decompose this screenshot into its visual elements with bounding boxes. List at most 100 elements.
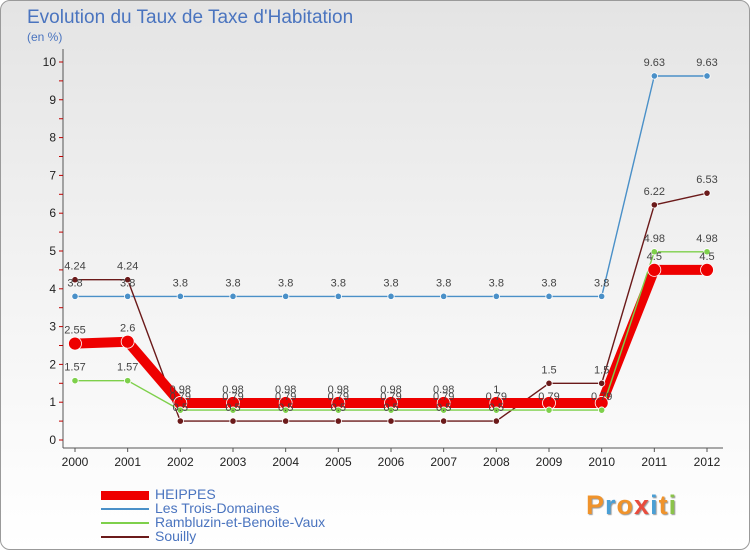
chart-series-lines bbox=[70, 75, 712, 422]
data-point-souilly bbox=[334, 417, 342, 425]
data-label-souilly: 0.5 bbox=[436, 402, 451, 414]
y-tick-label: 10 bbox=[43, 55, 57, 69]
y-tick-label: 2 bbox=[49, 357, 56, 371]
data-point-heippes bbox=[700, 262, 714, 277]
data-point-souilly bbox=[387, 417, 395, 425]
data-point-les-trois-domaines bbox=[703, 72, 711, 80]
data-label-les-trois-domaines: 3.8 bbox=[120, 277, 135, 289]
data-point-rambluzin-et-benoite-vaux bbox=[176, 406, 184, 414]
data-label-heippes: 2.55 bbox=[64, 325, 85, 337]
data-point-heippes bbox=[120, 334, 135, 349]
x-tick-label: 2005 bbox=[325, 455, 352, 469]
data-label-rambluzin-et-benoite-vaux: 0.79 bbox=[591, 391, 612, 403]
data-point-souilly bbox=[71, 276, 79, 284]
data-label-rambluzin-et-benoite-vaux: 4.98 bbox=[644, 233, 665, 245]
data-point-heippes bbox=[68, 336, 82, 351]
data-label-heippes: 0.98 bbox=[380, 384, 401, 396]
legend-label-les-trois-domaines: Les Trois-Domaines bbox=[155, 500, 280, 516]
data-point-les-trois-domaines bbox=[334, 292, 342, 300]
logo-letter: r bbox=[605, 490, 617, 520]
logo-letter: P bbox=[586, 490, 606, 520]
data-point-rambluzin-et-benoite-vaux bbox=[492, 406, 500, 414]
data-point-les-trois-domaines bbox=[545, 292, 553, 300]
data-label-les-trois-domaines: 3.8 bbox=[331, 277, 346, 289]
data-point-les-trois-domaines bbox=[124, 292, 132, 300]
chart-data-points bbox=[68, 72, 714, 425]
series-line-les-trois-domaines bbox=[74, 75, 708, 298]
data-label-souilly: 4.24 bbox=[64, 261, 85, 273]
data-point-souilly bbox=[176, 417, 184, 425]
data-label-les-trois-domaines: 3.8 bbox=[436, 277, 451, 289]
data-label-les-trois-domaines: 3.8 bbox=[594, 277, 609, 289]
data-point-rambluzin-et-benoite-vaux bbox=[124, 377, 132, 385]
data-point-rambluzin-et-benoite-vaux bbox=[387, 406, 395, 414]
data-label-heippes: 4.5 bbox=[647, 251, 662, 263]
chart-data-labels: 3.8 3.8 3.8 3.8 3.8 3.8 3.8 3.8 3.8 3.8 3.8 9.63 9.6… bbox=[64, 57, 717, 414]
logo-letter: x bbox=[634, 490, 651, 520]
data-point-souilly bbox=[229, 417, 237, 425]
data-point-rambluzin-et-benoite-vaux bbox=[703, 248, 711, 256]
data-label-rambluzin-et-benoite-vaux: 0.79 bbox=[538, 391, 559, 403]
x-tick-label: 2007 bbox=[430, 455, 457, 469]
data-label-souilly: 6.53 bbox=[696, 174, 717, 186]
data-label-les-trois-domaines: 3.8 bbox=[173, 277, 188, 289]
logo-letter: i bbox=[668, 490, 678, 520]
data-point-rambluzin-et-benoite-vaux bbox=[334, 406, 342, 414]
data-point-les-trois-domaines bbox=[176, 292, 184, 300]
data-label-rambluzin-et-benoite-vaux: 0.79 bbox=[275, 391, 296, 403]
data-label-souilly: 0.5 bbox=[331, 402, 346, 414]
chart-title: Evolution du Taux de Taxe d'Habitation bbox=[27, 7, 354, 28]
data-label-souilly: 6.22 bbox=[644, 186, 665, 198]
data-label-souilly: 1.5 bbox=[594, 364, 609, 376]
data-label-rambluzin-et-benoite-vaux: 1.57 bbox=[117, 362, 138, 374]
data-label-les-trois-domaines: 3.8 bbox=[383, 277, 398, 289]
legend-label-heippes: HEIPPES bbox=[155, 486, 216, 502]
data-label-souilly: 4.24 bbox=[117, 261, 138, 273]
data-point-les-trois-domaines bbox=[282, 292, 290, 300]
legend-swatch-heippes bbox=[101, 491, 149, 500]
x-tick-label: 2006 bbox=[378, 455, 405, 469]
data-point-rambluzin-et-benoite-vaux bbox=[440, 406, 448, 414]
x-tick-label: 2002 bbox=[167, 455, 194, 469]
legend-swatch-les-trois-domaines bbox=[101, 508, 149, 510]
data-label-heippes: 1 bbox=[493, 384, 499, 396]
data-point-rambluzin-et-benoite-vaux bbox=[545, 406, 553, 414]
data-label-rambluzin-et-benoite-vaux: 0.79 bbox=[486, 391, 507, 403]
legend-swatch-rambluzin bbox=[101, 522, 149, 524]
data-point-les-trois-domaines bbox=[650, 72, 658, 80]
data-label-souilly: 0.5 bbox=[225, 402, 240, 414]
data-label-heippes: 0.98 bbox=[433, 384, 454, 396]
data-point-rambluzin-et-benoite-vaux bbox=[598, 406, 606, 414]
y-tick-label: 6 bbox=[49, 206, 56, 220]
data-label-les-trois-domaines: 3.8 bbox=[225, 277, 240, 289]
legend-swatch-souilly bbox=[101, 536, 149, 538]
y-tick-label: 0 bbox=[49, 433, 56, 447]
data-label-heippes: 2.6 bbox=[120, 323, 135, 335]
data-label-les-trois-domaines: 3.8 bbox=[278, 277, 293, 289]
x-tick-label: 2003 bbox=[220, 455, 247, 469]
proxiti-logo: Proxiti bbox=[586, 490, 677, 521]
data-label-heippes: 4.5 bbox=[699, 251, 714, 263]
legend-label-souilly: Souilly bbox=[155, 528, 197, 544]
data-label-les-trois-domaines: 9.63 bbox=[696, 57, 717, 69]
data-label-rambluzin-et-benoite-vaux: 1.57 bbox=[64, 362, 85, 374]
data-point-souilly bbox=[492, 417, 500, 425]
data-label-rambluzin-et-benoite-vaux: 0.79 bbox=[328, 391, 349, 403]
data-point-souilly bbox=[124, 276, 132, 284]
data-label-souilly: 1.5 bbox=[541, 364, 556, 376]
data-point-rambluzin-et-benoite-vaux bbox=[282, 406, 290, 414]
data-point-souilly bbox=[282, 417, 290, 425]
data-label-les-trois-domaines: 3.8 bbox=[489, 277, 504, 289]
data-label-rambluzin-et-benoite-vaux: 0.79 bbox=[170, 391, 191, 403]
x-tick-label: 2001 bbox=[114, 455, 141, 469]
data-point-rambluzin-et-benoite-vaux bbox=[229, 406, 237, 414]
data-label-les-trois-domaines: 9.63 bbox=[644, 57, 665, 69]
data-label-souilly: 0.5 bbox=[173, 402, 188, 414]
data-point-souilly bbox=[703, 189, 711, 197]
data-point-souilly bbox=[545, 379, 553, 387]
y-tick-label: 9 bbox=[49, 93, 56, 107]
data-label-souilly: 0.5 bbox=[278, 402, 293, 414]
data-label-les-trois-domaines: 3.8 bbox=[67, 277, 82, 289]
x-tick-label: 2000 bbox=[62, 455, 89, 469]
data-label-souilly: 0.5 bbox=[383, 402, 398, 414]
